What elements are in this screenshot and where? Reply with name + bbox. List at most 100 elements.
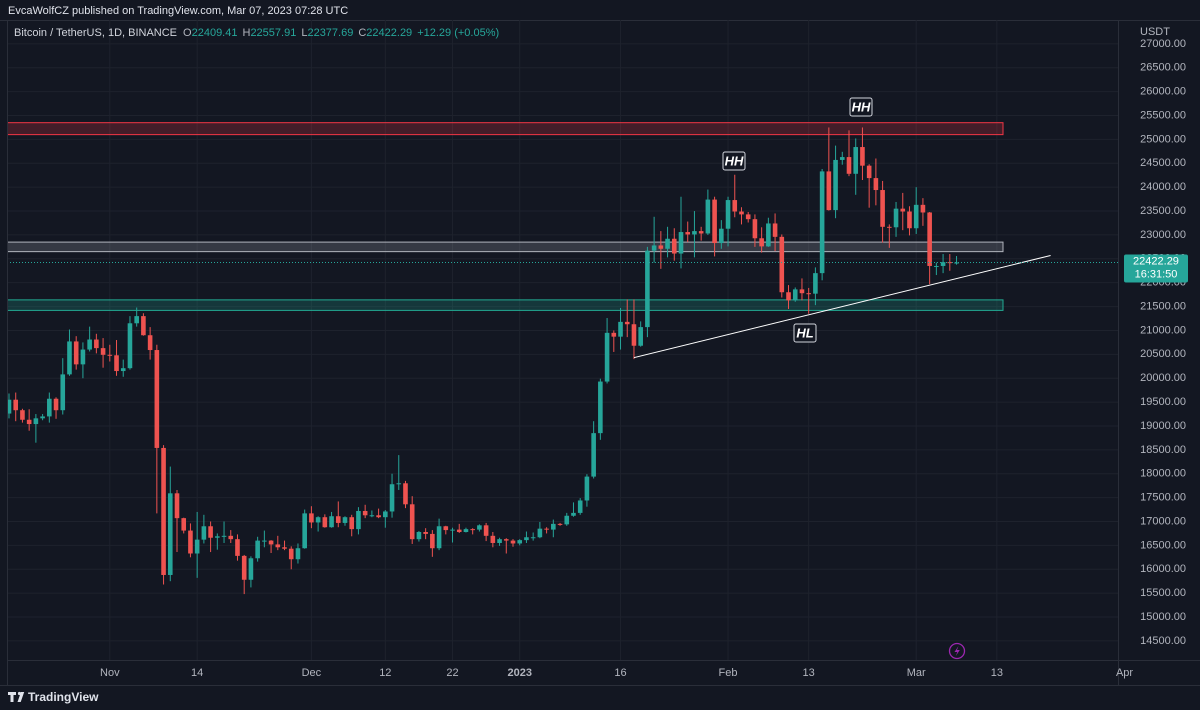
- candle-body: [819, 171, 825, 274]
- annotation: HH: [725, 153, 744, 168]
- candle-body: [342, 517, 348, 523]
- y-tick-label: 24000.00: [1140, 181, 1186, 193]
- candle-body: [174, 493, 180, 519]
- candle-body: [241, 555, 247, 580]
- candle-body: [766, 223, 771, 247]
- candle-body: [517, 540, 523, 544]
- candle-body: [530, 537, 536, 539]
- candle-body: [645, 250, 650, 328]
- candle-body: [235, 539, 240, 556]
- candle-body: [456, 529, 462, 532]
- candle-body: [907, 211, 912, 229]
- candle-body: [349, 517, 355, 530]
- candle-body: [221, 535, 227, 537]
- candle-body: [154, 350, 160, 448]
- candle-body: [100, 348, 106, 355]
- candle-body: [678, 232, 684, 254]
- candle-body: [598, 381, 603, 434]
- candle-body: [188, 530, 193, 554]
- candle-body: [792, 289, 798, 301]
- y-tick-label: 25000.00: [1140, 133, 1186, 145]
- y-tick-label: 14500.00: [1140, 635, 1186, 647]
- high-value: 22557.91: [250, 27, 296, 39]
- candle-body: [685, 232, 691, 235]
- candle-body: [671, 238, 677, 254]
- candle-body: [416, 532, 422, 540]
- candle-body: [712, 199, 717, 244]
- candle-body: [335, 516, 341, 523]
- candle-layer: [7, 127, 959, 595]
- y-tick-label: 18500.00: [1140, 444, 1186, 456]
- candle-body: [161, 447, 166, 575]
- candle-body: [954, 262, 959, 264]
- candle-body: [833, 159, 838, 211]
- y-tick-label: 20500.00: [1140, 348, 1186, 360]
- candle-body: [288, 548, 294, 560]
- candle-body: [396, 483, 402, 485]
- x-tick-label: 14: [191, 667, 203, 679]
- candle-body: [302, 513, 307, 549]
- candle-body: [618, 321, 623, 337]
- candle-body: [853, 147, 859, 174]
- candle-body: [887, 226, 892, 228]
- candle-body: [503, 539, 509, 541]
- x-tick-label: 12: [379, 667, 391, 679]
- candle-body: [134, 316, 139, 324]
- candle-body: [799, 289, 805, 294]
- annotation: HL: [796, 325, 813, 340]
- annotation-box: [722, 151, 746, 171]
- candle-body: [228, 535, 234, 540]
- candle-body: [215, 536, 220, 538]
- candle-body: [376, 515, 381, 518]
- candle-body: [745, 214, 751, 220]
- candle-body: [665, 238, 670, 249]
- candle-body: [806, 293, 811, 295]
- candle-body: [33, 418, 39, 425]
- candle-body: [900, 208, 906, 212]
- x-tick-label: 13: [991, 667, 1003, 679]
- candle-body: [913, 204, 919, 229]
- candle-body: [719, 228, 724, 244]
- candle-body: [309, 513, 314, 523]
- candle-body: [860, 147, 865, 166]
- candle-body: [537, 528, 543, 538]
- x-tick-label: 22: [446, 667, 458, 679]
- candle-body: [443, 526, 449, 531]
- x-tick-label: Dec: [302, 667, 322, 679]
- candle-body: [571, 512, 576, 516]
- candle-body: [80, 349, 86, 365]
- close-label: C: [358, 27, 366, 39]
- candle-body: [295, 548, 301, 560]
- price-zone: [7, 122, 1004, 136]
- candle-body: [880, 190, 885, 227]
- y-tick-label: 16500.00: [1140, 539, 1186, 551]
- y-tick-label: 15000.00: [1140, 611, 1186, 623]
- price-tag: [1124, 254, 1188, 283]
- candle-body: [477, 525, 482, 530]
- candle-body: [423, 532, 428, 534]
- candle-body: [927, 212, 932, 266]
- candle-body: [389, 484, 395, 512]
- candle-body: [510, 540, 516, 544]
- candle-body: [651, 245, 657, 251]
- candle-body: [497, 539, 502, 543]
- candle-body: [87, 339, 92, 350]
- candle-body: [362, 510, 368, 516]
- candle-body: [7, 399, 12, 414]
- candle-body: [26, 419, 32, 425]
- footer-brand: TradingView: [28, 690, 99, 704]
- replay-icon[interactable]: [948, 642, 966, 660]
- x-tick-label: 13: [803, 667, 815, 679]
- price-tag-value: 22422.29: [1133, 255, 1179, 267]
- y-tick-label: 18000.00: [1140, 468, 1186, 480]
- candle-body: [53, 398, 59, 411]
- candle-body: [208, 526, 213, 538]
- y-tick-label: 26500.00: [1140, 62, 1186, 74]
- price-zone: [7, 241, 1004, 253]
- candle-body: [430, 533, 435, 549]
- y-tick-label: 17000.00: [1140, 515, 1186, 527]
- candle-body: [577, 500, 583, 513]
- byline: EvcaWolfCZ published on TradingView.com,…: [8, 5, 348, 17]
- zone-layer: [7, 122, 1004, 311]
